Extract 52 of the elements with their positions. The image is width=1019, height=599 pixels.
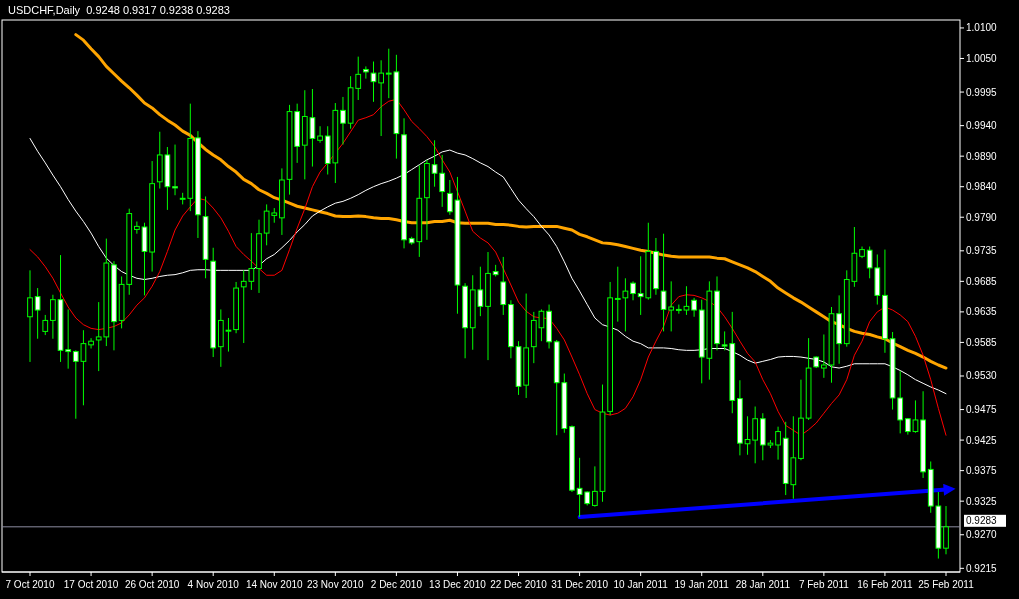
candlestick [691,297,697,318]
x-tick-label: 13 Dec 2010 [429,579,487,590]
candlestick [317,125,323,144]
x-tick-label: 2 Dec 2010 [370,579,423,590]
candlestick [622,277,629,332]
y-tick-label: 0.9840 [966,181,998,193]
x-tick-label: 19 Jan 2011 [674,579,730,590]
y-tick-label: 1.0100 [966,22,998,34]
y-tick-label: 0.9635 [966,306,998,318]
ref-line-label: 0.9283 [966,515,998,527]
y-tick-label: 0.9425 [966,434,998,446]
x-tick-label: 4 Nov 2010 [187,579,240,590]
y-tick-label: 0.9375 [966,465,998,477]
y-tick-label: 0.9270 [966,529,998,541]
candlestick [172,144,178,196]
x-tick-label: 16 Feb 2011 [857,579,914,590]
candlestick [943,505,949,555]
candlestick [50,294,56,340]
x-tick-label: 10 Jan 2011 [613,579,669,590]
chart-title: USDCHF,Daily 0.9248 0.9317 0.9238 0.9283 [8,4,230,16]
candlestick [614,266,621,323]
x-tick-label: 25 Feb 2011 [918,579,975,590]
y-tick-label: 0.9475 [966,404,998,416]
y-tick-label: 0.9735 [966,245,998,257]
candlestick [340,96,346,146]
x-tick-label: 17 Oct 2010 [63,579,119,590]
candlestick [27,269,33,363]
x-tick-label: 23 Nov 2010 [306,579,365,590]
y-tick-label: 0.9215 [966,562,998,574]
y-tick-label: 0.9325 [966,495,998,507]
y-tick-label: 1.0050 [966,52,998,64]
x-tick-label: 14 Nov 2010 [245,579,304,590]
x-tick-label: 31 Dec 2010 [551,579,609,590]
candlestick [500,256,507,316]
x-tick-label: 26 Oct 2010 [124,579,180,590]
x-tick-label: 28 Jan 2011 [735,579,791,590]
candlestick [88,337,94,350]
y-tick-label: 0.9790 [966,211,998,223]
y-tick-label: 0.9940 [966,120,998,132]
candlestick [34,287,41,340]
x-tick-label: 22 Dec 2010 [490,579,548,590]
x-tick-label: 7 Oct 2010 [5,579,55,590]
line-series [29,98,947,436]
y-tick-label: 0.9995 [966,86,998,98]
y-tick-label: 0.9890 [966,150,998,162]
y-tick-label: 0.9585 [966,336,998,348]
x-tick-label: 7 Feb 2011 [798,579,850,590]
y-tick-label: 0.9685 [966,275,998,287]
candlestick [42,314,49,336]
candlestick [775,426,781,461]
y-tick-label: 0.9530 [966,370,998,382]
candlestick [630,280,636,301]
